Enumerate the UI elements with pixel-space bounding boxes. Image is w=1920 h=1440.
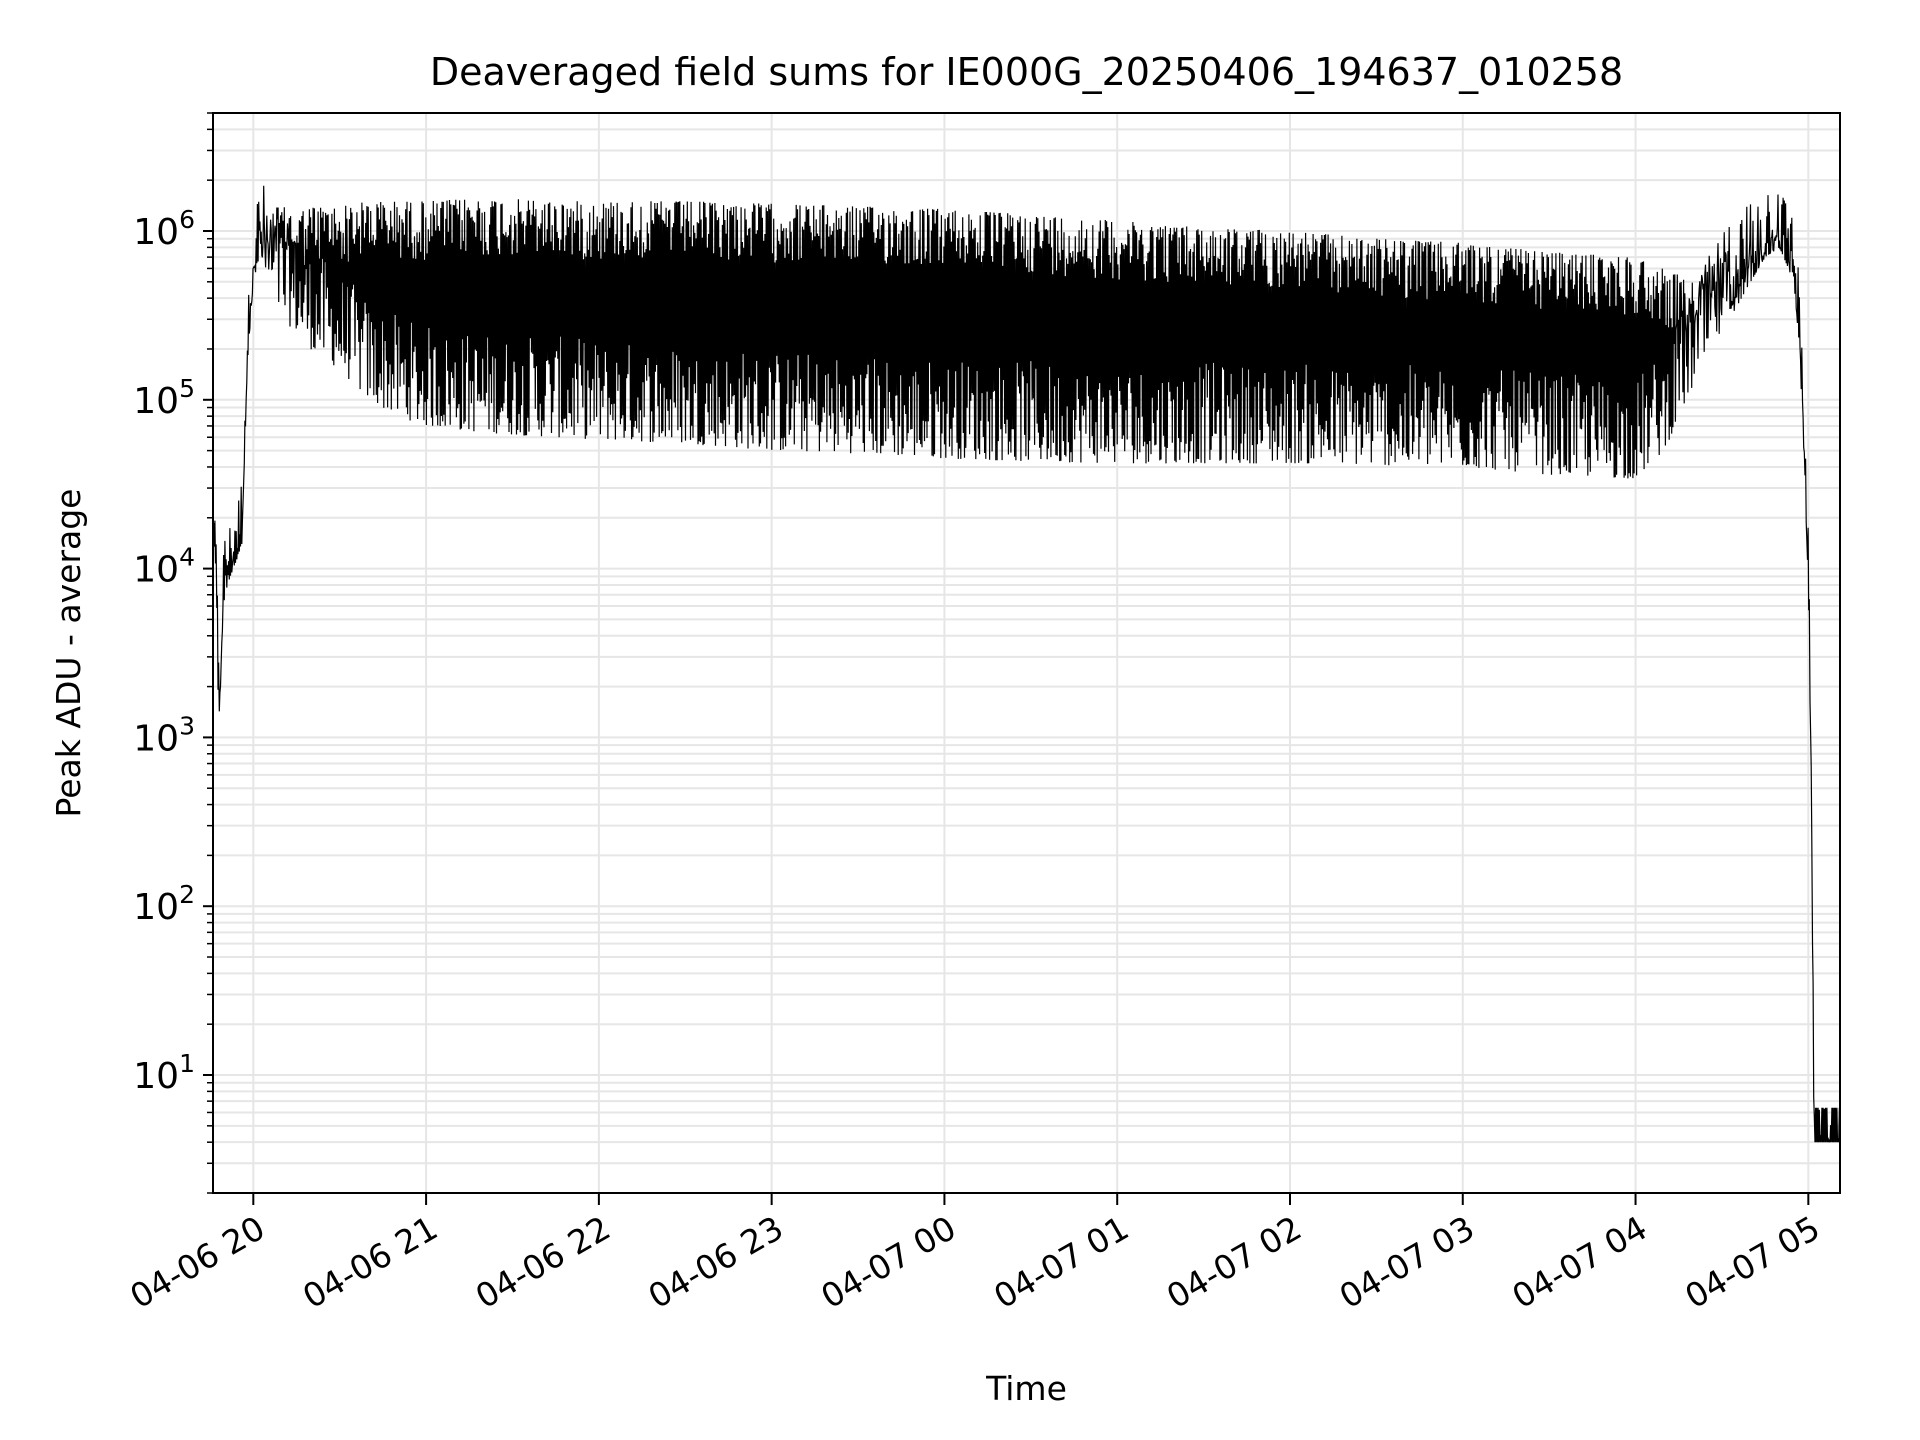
y-tick-exponent: 6: [179, 205, 195, 234]
y-tick-exponent: 1: [179, 1049, 195, 1078]
y-tick-label: 104: [133, 543, 195, 591]
y-tick-base: 10: [133, 550, 179, 591]
plot-frame: [212, 112, 1841, 1194]
x-axis-label: Time: [985, 1369, 1067, 1408]
y-tick-label: 103: [133, 711, 195, 759]
y-tick-exponent: 4: [179, 543, 195, 572]
y-tick-exponent: 3: [179, 711, 195, 740]
series-line: [212, 185, 1841, 1143]
y-tick-base: 10: [133, 718, 179, 759]
y-tick-label: 106: [133, 205, 195, 253]
y-tick-base: 10: [133, 212, 179, 253]
y-axis-label: Peak ADU - average: [49, 489, 88, 818]
y-tick-exponent: 2: [179, 880, 195, 909]
data-series: [212, 185, 1841, 1143]
chart-title: Deaveraged field sums for IE000G_2025040…: [430, 50, 1623, 94]
y-tick-label: 105: [133, 374, 195, 422]
y-tick-base: 10: [133, 1056, 179, 1097]
y-tick-base: 10: [133, 887, 179, 928]
y-tick-exponent: 5: [179, 374, 195, 403]
y-tick-base: 10: [133, 381, 179, 422]
y-tick-label: 101: [133, 1049, 195, 1097]
y-tick-label: 102: [133, 880, 195, 928]
